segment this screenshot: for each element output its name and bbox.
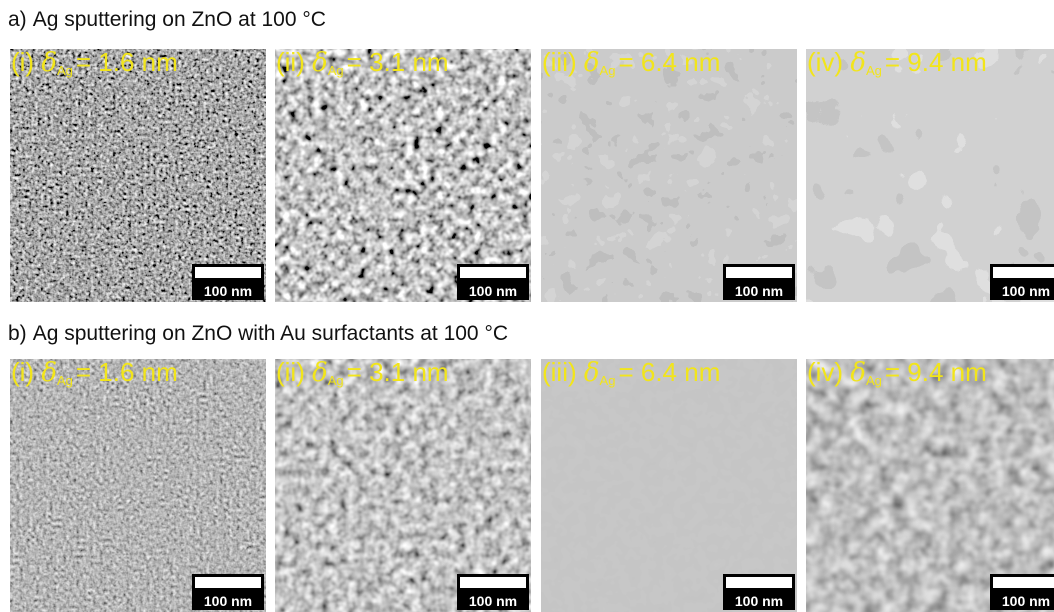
sem-micrograph: [275, 49, 531, 302]
sem-panel-b-iii: (iii) δAg = 6.4 nm 100 nm: [541, 359, 797, 612]
scale-bar-line: [460, 267, 526, 278]
row-letter: b): [8, 322, 27, 345]
sem-panel-b-iv: (iv) δAg = 9.4 nm 100 nm: [806, 359, 1054, 612]
scale-bar: 100 nm: [457, 574, 529, 610]
row-letter: a): [8, 8, 27, 31]
scale-bar-label: 100 nm: [1001, 593, 1051, 609]
scale-bar-line: [460, 577, 526, 588]
row-b-title: b) Ag sputtering on ZnO with Au surfactan…: [8, 322, 508, 346]
scale-bar-label: 100 nm: [734, 593, 784, 609]
scale-bar-label: 100 nm: [203, 593, 253, 609]
scale-bar-line: [726, 267, 792, 278]
sem-panel-a-ii: (ii) δAg = 3.1 nm 100 nm: [275, 49, 531, 302]
panel-label: (iv) δAg = 9.4 nm: [807, 359, 987, 388]
scale-bar: 100 nm: [990, 264, 1054, 300]
panel-label: (iii) δAg = 6.4 nm: [542, 359, 721, 388]
sem-micrograph: [10, 49, 266, 302]
scale-bar: 100 nm: [192, 574, 264, 610]
sem-panel-a-iv: (iv) δAg = 9.4 nm 100 nm: [806, 49, 1054, 302]
scale-bar-label: 100 nm: [734, 283, 784, 299]
row-title-text: Ag sputtering on ZnO at 100 °C: [32, 8, 326, 31]
sem-micrograph: [541, 359, 797, 612]
sem-micrograph: [806, 359, 1054, 612]
panel-label: (iv) δAg = 9.4 nm: [807, 49, 987, 78]
scale-bar: 100 nm: [990, 574, 1054, 610]
panel-label: (iii) δAg = 6.4 nm: [542, 49, 721, 78]
scale-bar-label: 100 nm: [203, 283, 253, 299]
scale-bar-line: [993, 267, 1054, 278]
scale-bar-line: [195, 577, 261, 588]
sem-micrograph: [10, 359, 266, 612]
panel-label: (ii) δAg = 3.1 nm: [276, 359, 449, 388]
scale-bar: 100 nm: [723, 264, 795, 300]
scale-bar-line: [726, 577, 792, 588]
scale-bar: 100 nm: [457, 264, 529, 300]
scale-bar-label: 100 nm: [468, 593, 518, 609]
scale-bar-line: [195, 267, 261, 278]
panel-label: (ii) δAg = 3.1 nm: [276, 49, 449, 78]
sem-panel-a-i: (i) δAg = 1.6 nm 100 nm: [10, 49, 266, 302]
scale-bar-label: 100 nm: [468, 283, 518, 299]
scale-bar-label: 100 nm: [1001, 283, 1051, 299]
scale-bar-line: [993, 577, 1054, 588]
row-a-title: a) Ag sputtering on ZnO at 100 °C: [8, 8, 326, 32]
sem-panel-b-ii: (ii) δAg = 3.1 nm 100 nm: [275, 359, 531, 612]
panel-label: (i) δAg = 1.6 nm: [11, 49, 178, 78]
sem-micrograph: [275, 359, 531, 612]
panel-label: (i) δAg = 1.6 nm: [11, 359, 178, 388]
sem-panel-a-iii: (iii) δAg = 6.4 nm 100 nm: [541, 49, 797, 302]
sem-panel-b-i: (i) δAg = 1.6 nm 100 nm: [10, 359, 266, 612]
scale-bar: 100 nm: [723, 574, 795, 610]
sem-micrograph: [541, 49, 797, 302]
row-title-text: Ag sputtering on ZnO with Au surfactants…: [32, 322, 509, 345]
scale-bar: 100 nm: [192, 264, 264, 300]
sem-micrograph: [806, 49, 1054, 302]
